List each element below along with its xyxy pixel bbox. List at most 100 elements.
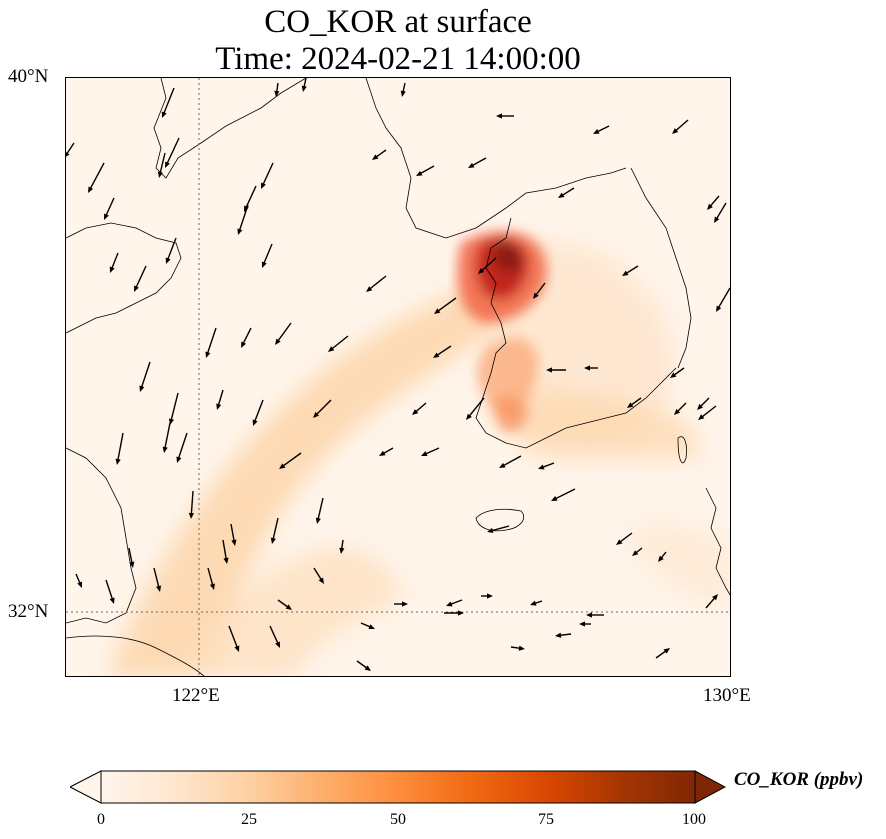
wind-arrow xyxy=(244,185,257,212)
shandong-north xyxy=(66,222,182,334)
korea-east-coast xyxy=(630,167,692,369)
wind-arrow xyxy=(400,82,406,97)
hotspot-seoul-peak xyxy=(494,239,523,273)
lon-label-122e: 122°E xyxy=(172,685,220,706)
wind-arrow xyxy=(655,648,670,659)
wind-arrow xyxy=(551,488,576,501)
wind-arrow xyxy=(339,539,345,554)
wind-arrow xyxy=(356,660,371,671)
wind-arrow xyxy=(593,125,610,134)
wind-arrow xyxy=(115,432,124,465)
wind-arrow xyxy=(275,322,292,345)
wind-arrow xyxy=(109,252,119,273)
wind-arrow xyxy=(237,204,249,235)
wind-arrow xyxy=(674,402,687,415)
wind-arrow xyxy=(301,78,307,92)
wind-arrow xyxy=(104,197,115,220)
wind-arrow xyxy=(222,539,229,564)
wind-arrow xyxy=(510,645,525,651)
wind-arrow xyxy=(487,525,510,533)
wind-arrow xyxy=(622,265,639,276)
wind-arrow xyxy=(579,621,591,627)
wind-arrow xyxy=(161,87,175,118)
plume-southwest xyxy=(106,278,536,676)
wind-arrow xyxy=(75,573,83,588)
wind-arrow xyxy=(241,327,252,348)
colorbar-tick-100: 100 xyxy=(682,811,706,828)
wind-arrow xyxy=(360,622,375,630)
colorbar-tick-50: 50 xyxy=(390,811,406,828)
wind-arrow xyxy=(499,455,522,468)
kyushu-coast xyxy=(705,487,730,596)
wind-arrow xyxy=(216,389,224,410)
wind-arrow xyxy=(366,275,387,292)
colorbar-gradient xyxy=(100,770,696,804)
wind-arrow xyxy=(433,345,452,358)
colorbar-extend-high xyxy=(694,770,726,804)
wind-arrow xyxy=(672,119,689,134)
china-east-coast xyxy=(66,447,137,624)
wind-arrow xyxy=(270,517,279,544)
wind-arrow xyxy=(168,392,179,425)
wind-arrow xyxy=(315,497,324,524)
lon-label-130e: 130°E xyxy=(703,685,751,706)
liaodong-bay-north xyxy=(365,78,627,239)
wind-arrow xyxy=(165,237,177,264)
wind-arrow xyxy=(716,287,730,312)
wind-arrow xyxy=(128,547,135,568)
wind-vectors xyxy=(66,78,730,671)
lat-label-40n: 40°N xyxy=(8,66,49,87)
wind-arrow xyxy=(558,187,575,198)
wind-arrow xyxy=(627,397,642,408)
hotspot-west-coast xyxy=(476,338,538,418)
map-title-line1: CO_KOR at surface xyxy=(264,4,532,40)
wind-arrow xyxy=(261,243,273,268)
wind-arrow xyxy=(279,452,302,469)
wind-arrow xyxy=(153,567,162,592)
wind-arrow xyxy=(274,82,280,97)
korea-west-coast xyxy=(475,217,677,449)
plume-east xyxy=(626,524,730,608)
wind-arrow xyxy=(277,599,292,610)
wind-arrow xyxy=(530,600,543,606)
wind-arrow xyxy=(446,599,463,607)
colorbar-tick-0: 0 xyxy=(97,811,105,828)
wind-arrow xyxy=(328,335,349,352)
wind-arrow xyxy=(105,579,115,604)
wind-arrow xyxy=(412,402,427,415)
map-title-line2: Time: 2024-02-21 14:00:00 xyxy=(215,41,581,77)
wind-arrow xyxy=(261,162,274,189)
hotspot-south-west xyxy=(495,397,528,432)
wind-arrow xyxy=(705,594,718,609)
wind-arrow xyxy=(707,195,720,210)
plume-south-coast xyxy=(486,392,706,458)
wind-arrow xyxy=(313,567,324,584)
wind-arrow xyxy=(478,257,497,274)
wind-arrow xyxy=(632,547,643,556)
yangtze-estuary xyxy=(66,635,205,676)
concentration-field xyxy=(106,231,730,676)
tsushima-island xyxy=(677,436,687,464)
wind-arrow xyxy=(444,610,464,616)
wind-arrow xyxy=(176,432,188,463)
wind-arrow xyxy=(66,142,75,157)
colorbar-label: CO_KOR (ppbv) xyxy=(734,769,864,790)
wind-arrow xyxy=(394,601,408,607)
wind-arrow xyxy=(205,327,217,358)
wind-arrow xyxy=(313,399,332,418)
wind-arrow xyxy=(165,137,180,168)
wind-arrow xyxy=(698,405,717,420)
wind-arrow xyxy=(714,202,727,223)
colorbar-extend-low xyxy=(70,770,102,804)
wind-arrow xyxy=(496,113,514,119)
wind-arrow xyxy=(269,625,280,648)
wind-arrow xyxy=(466,397,485,420)
wind-arrow xyxy=(616,532,633,545)
wind-arrow xyxy=(379,447,394,456)
jeju-island xyxy=(475,508,525,532)
wind-arrow xyxy=(134,265,147,292)
liaodong-coast xyxy=(153,78,307,179)
wind-arrow xyxy=(157,152,166,178)
wind-arrow xyxy=(252,399,264,426)
wind-arrow xyxy=(372,149,387,160)
